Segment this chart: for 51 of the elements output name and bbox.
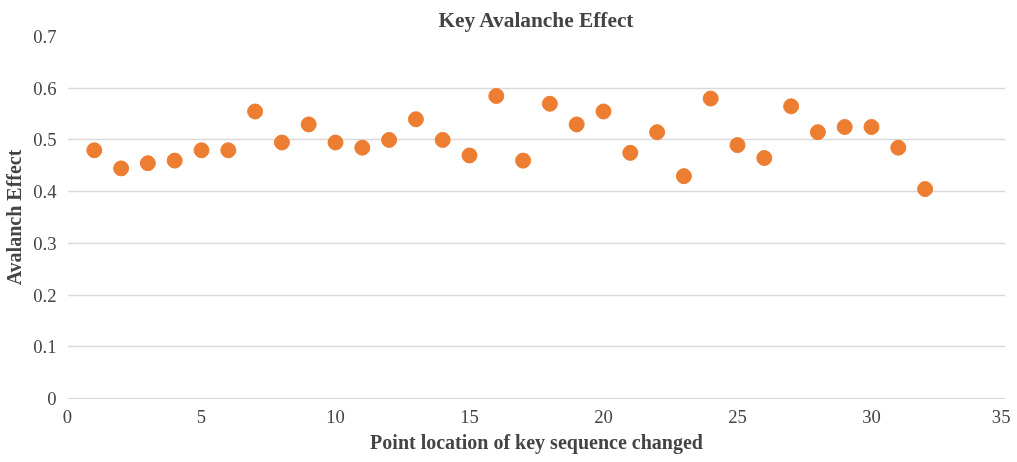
point: [622, 144, 639, 161]
point: [729, 137, 746, 154]
point: [541, 95, 558, 112]
point: [220, 142, 237, 159]
x-tick-label: 35: [991, 405, 1011, 427]
y-tick-label: 0.2: [33, 284, 57, 306]
point: [300, 116, 317, 133]
x-tick-label: 30: [862, 405, 881, 427]
y-tick-label: 0.4: [33, 181, 58, 203]
y-tick-label: 0.7: [33, 26, 57, 47]
point: [702, 90, 719, 107]
point: [461, 147, 478, 164]
point: [809, 124, 826, 141]
point: [568, 116, 585, 133]
point: [113, 160, 130, 177]
x-tick-label: 20: [594, 405, 613, 427]
point: [407, 111, 424, 128]
point: [193, 142, 210, 159]
y-tick-label: 0.6: [33, 77, 57, 99]
x-tick-label: 15: [460, 405, 479, 427]
y-tick-label: 0.5: [33, 129, 57, 151]
point: [247, 103, 264, 120]
point: [675, 168, 692, 185]
point: [890, 139, 907, 156]
point: [863, 119, 880, 135]
point: [327, 134, 344, 151]
x-tick-label: 5: [196, 405, 207, 427]
y-axis-title: Avalanch Effect: [3, 149, 26, 286]
point: [595, 103, 612, 120]
x-axis-title: Point location of key sequence changed: [370, 430, 703, 454]
y-tick-label: 0.1: [33, 336, 57, 358]
point: [139, 155, 156, 172]
point: [86, 142, 103, 159]
y-tick-label: 0: [47, 388, 57, 409]
point: [836, 119, 853, 135]
x-tick-label: 0: [62, 405, 73, 427]
point: [649, 124, 666, 141]
point: [354, 139, 371, 156]
y-tick-label: 0.3: [33, 232, 57, 254]
point: [917, 181, 934, 198]
x-tick-label: 10: [326, 405, 345, 427]
point: [756, 150, 773, 167]
point: [273, 134, 290, 151]
point: [381, 131, 398, 148]
point: [434, 131, 451, 148]
point: [488, 87, 505, 104]
x-tick-label: 25: [728, 405, 747, 427]
point: [166, 152, 183, 169]
chart-title: Key Avalanche Effect: [438, 7, 635, 32]
point: [783, 98, 800, 115]
point: [515, 152, 532, 169]
